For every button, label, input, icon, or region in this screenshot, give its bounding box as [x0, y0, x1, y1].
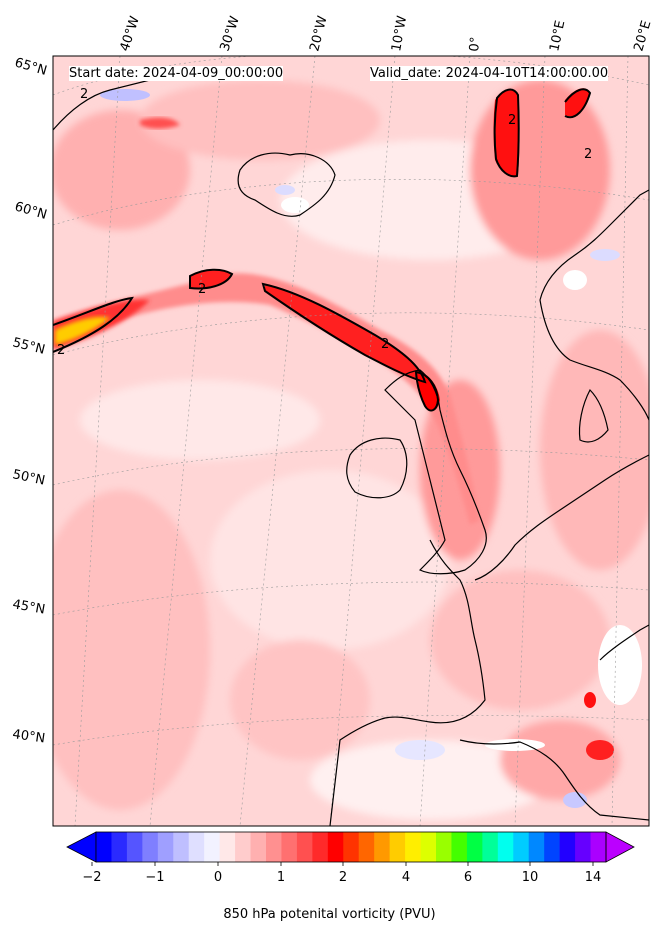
map-frame — [52, 55, 650, 827]
colorbar-segment — [204, 832, 221, 862]
contour-label: 2 — [57, 343, 65, 358]
colorbar-segment — [188, 832, 205, 862]
coast-france-iberia — [329, 539, 486, 826]
longitude-ticks: 40°W 30°W 20°W 10°W 0° 10°E 20°E — [118, 14, 655, 53]
colorbar-segment — [451, 832, 468, 862]
lon-tick-label: 10°E — [547, 19, 568, 53]
colorbar-extend-under — [66, 831, 97, 863]
colorbar-segment — [374, 832, 391, 862]
coast-low-countries — [474, 454, 649, 581]
colorbar-segment — [389, 832, 406, 862]
colorbar-segment — [436, 832, 452, 862]
colorbar-tick-label: 10 — [522, 870, 539, 885]
colorbar-segment — [575, 832, 592, 862]
colorbar-tick-label: 4 — [402, 870, 410, 885]
colorbar-segment — [327, 832, 344, 862]
colorbar-extend-over — [605, 831, 635, 863]
colorbar-segment — [219, 832, 236, 862]
pv2-contour-labels: 2 2 2 2 2 2 — [57, 87, 592, 358]
contour-label: 2 — [80, 87, 88, 102]
contour-label: 2 — [584, 147, 592, 162]
lat-tick-label: 60°N — [13, 199, 49, 222]
pv2-contours — [53, 88, 592, 412]
coast-ireland — [346, 437, 408, 499]
start-date-label: Start date: 2024-04-09_00:00:00 — [69, 66, 284, 81]
colorbar-segment — [126, 832, 143, 862]
latitude-ticks: 65°N 60°N 55°N 50°N 45°N 40°N — [11, 55, 49, 746]
coast-mediterranean — [459, 739, 649, 821]
colorbar-segment — [343, 832, 360, 862]
colorbar-segment — [559, 832, 576, 862]
lon-tick-label: 20°W — [307, 14, 330, 53]
colorbar-tick-label: −1 — [145, 870, 164, 885]
colorbar-tick-label: 1 — [277, 870, 285, 885]
lon-tick-label: 0° — [467, 36, 483, 52]
lat-tick-label: 65°N — [13, 55, 49, 78]
colorbar-segment — [513, 832, 530, 862]
colorbar-segment — [466, 832, 483, 862]
colorbar-tick-label: 6 — [464, 870, 472, 885]
colorbar-tick-label: 2 — [339, 870, 347, 885]
coast-scandinavia-south — [539, 299, 649, 421]
colorbar: −2 −1 0 1 2 4 6 10 14 — [66, 831, 635, 885]
coast-norway — [539, 189, 649, 301]
colorbar-frame — [95, 831, 607, 863]
colorbar-segment — [266, 832, 282, 862]
colorbar-segment — [142, 832, 159, 862]
colorbar-segment — [296, 832, 313, 862]
colorbar-segment — [405, 832, 422, 862]
colorbar-segment — [482, 832, 499, 862]
lat-tick-label: 55°N — [11, 335, 46, 357]
colorbar-label: 850 hPa potenital vorticity (PVU) — [223, 907, 436, 922]
lat-tick-label: 45°N — [11, 597, 46, 617]
colorbar-segment — [235, 832, 252, 862]
colorbar-segment — [312, 832, 329, 862]
lon-tick-label: 20°E — [631, 19, 654, 53]
colorbar-segment — [528, 832, 545, 862]
lat-tick-label: 50°N — [11, 467, 46, 488]
colorbar-segment — [358, 832, 375, 862]
colorbar-segment — [250, 832, 267, 862]
lon-tick-label: 10°W — [389, 15, 410, 53]
colorbar-segment — [96, 832, 112, 862]
colorbar-segment — [281, 832, 298, 862]
colorbar-tick-label: 14 — [585, 870, 602, 885]
coast-italy — [599, 624, 649, 661]
contour-label: 2 — [508, 113, 516, 128]
valid-date-label: Valid_date: 2024-04-10T14:00:00.00 — [370, 66, 609, 81]
coast-denmark — [578, 389, 609, 443]
colorbar-segment — [497, 832, 514, 862]
contour-label: 2 — [198, 282, 206, 297]
lon-tick-label: 30°W — [218, 14, 243, 53]
colorbar-segment — [590, 832, 607, 862]
lon-tick-label: 40°W — [118, 14, 143, 53]
colorbar-segment — [157, 832, 174, 862]
colorbar-tick-label: 0 — [214, 870, 222, 885]
colorbar-segment — [544, 832, 561, 862]
lat-tick-label: 40°N — [11, 727, 46, 746]
colorbar-segment — [420, 832, 437, 862]
colorbar-segment — [173, 832, 190, 862]
coast-iceland — [237, 152, 336, 217]
contour-label: 2 — [381, 337, 389, 352]
pv-field — [53, 56, 649, 826]
colorbar-tick-label: −2 — [82, 870, 101, 885]
colorbar-segment — [111, 832, 128, 862]
